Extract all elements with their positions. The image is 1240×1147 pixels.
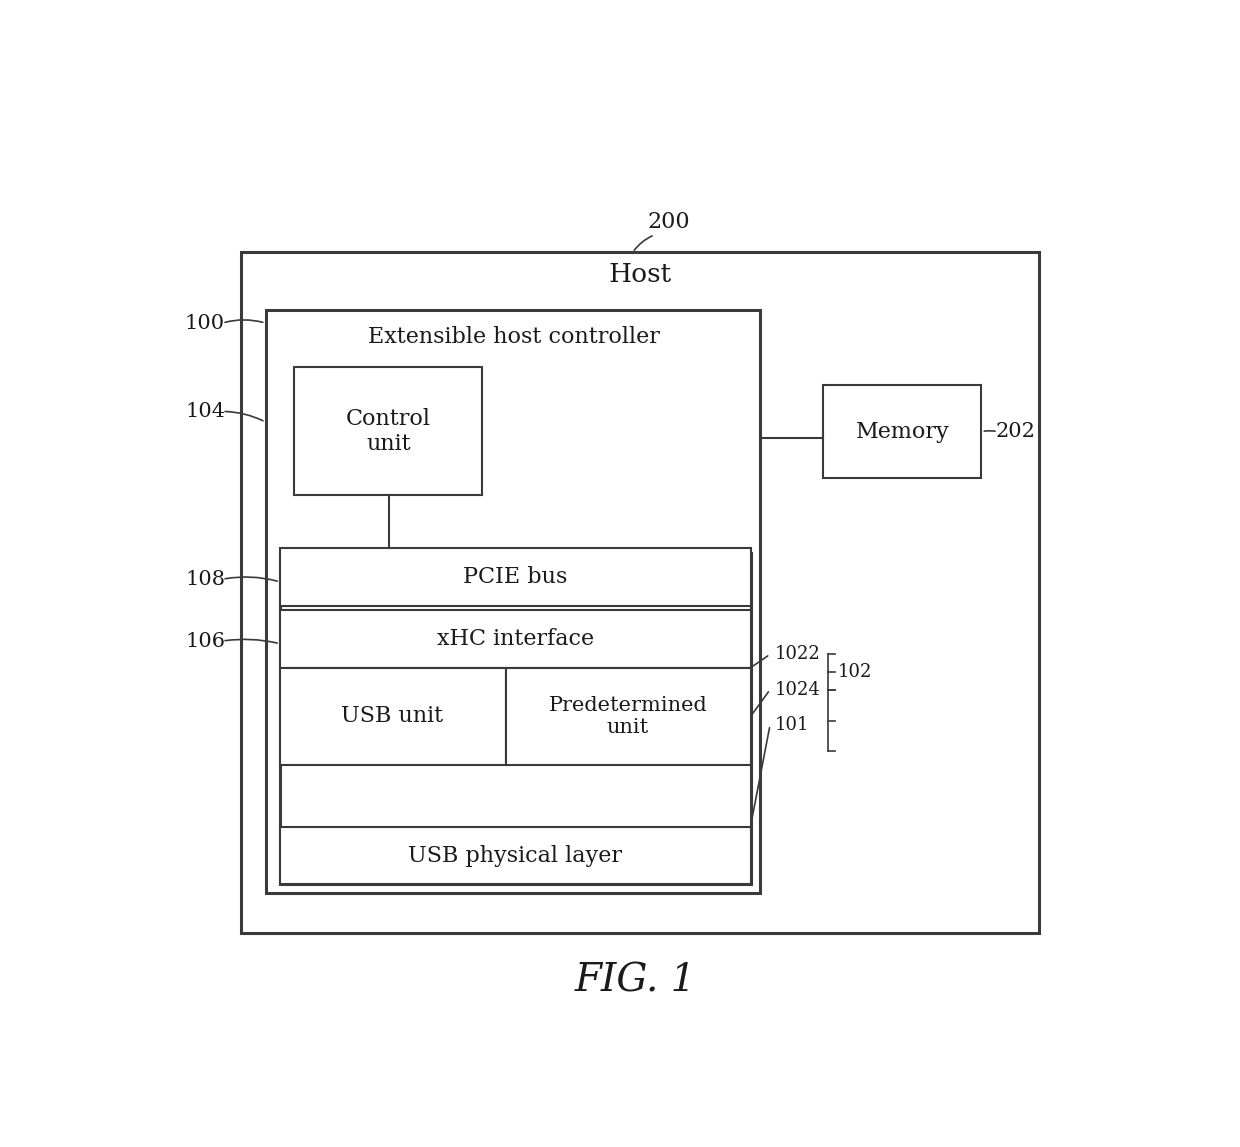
Text: 102: 102	[837, 663, 872, 681]
Text: 1022: 1022	[775, 646, 821, 663]
Bar	[280, 610, 750, 668]
Text: Control
unit: Control unit	[346, 408, 432, 455]
Text: 106: 106	[185, 632, 224, 650]
Text: 1024: 1024	[775, 680, 821, 699]
Text: 100: 100	[185, 313, 224, 333]
Text: PCIE bus: PCIE bus	[464, 567, 568, 588]
Bar	[280, 548, 750, 606]
Text: Extensible host controller: Extensible host controller	[367, 326, 660, 349]
Bar	[506, 668, 750, 765]
Text: USB unit: USB unit	[341, 705, 444, 727]
Bar	[265, 310, 760, 892]
Text: xHC interface: xHC interface	[436, 629, 594, 650]
Text: 202: 202	[996, 422, 1035, 442]
Bar	[280, 668, 506, 765]
Text: 104: 104	[185, 401, 224, 421]
Bar	[823, 385, 982, 477]
Text: Memory: Memory	[856, 421, 950, 443]
Text: USB physical layer: USB physical layer	[408, 844, 622, 867]
Bar	[242, 252, 1039, 933]
Text: 108: 108	[185, 570, 224, 588]
Text: Host: Host	[609, 262, 672, 287]
Text: 200: 200	[647, 211, 691, 233]
Text: Predetermined
unit: Predetermined unit	[548, 695, 707, 736]
Text: 101: 101	[775, 716, 810, 734]
Bar	[294, 367, 481, 496]
Bar	[280, 827, 750, 884]
Bar	[280, 553, 750, 884]
Text: FIG. 1: FIG. 1	[575, 962, 696, 999]
